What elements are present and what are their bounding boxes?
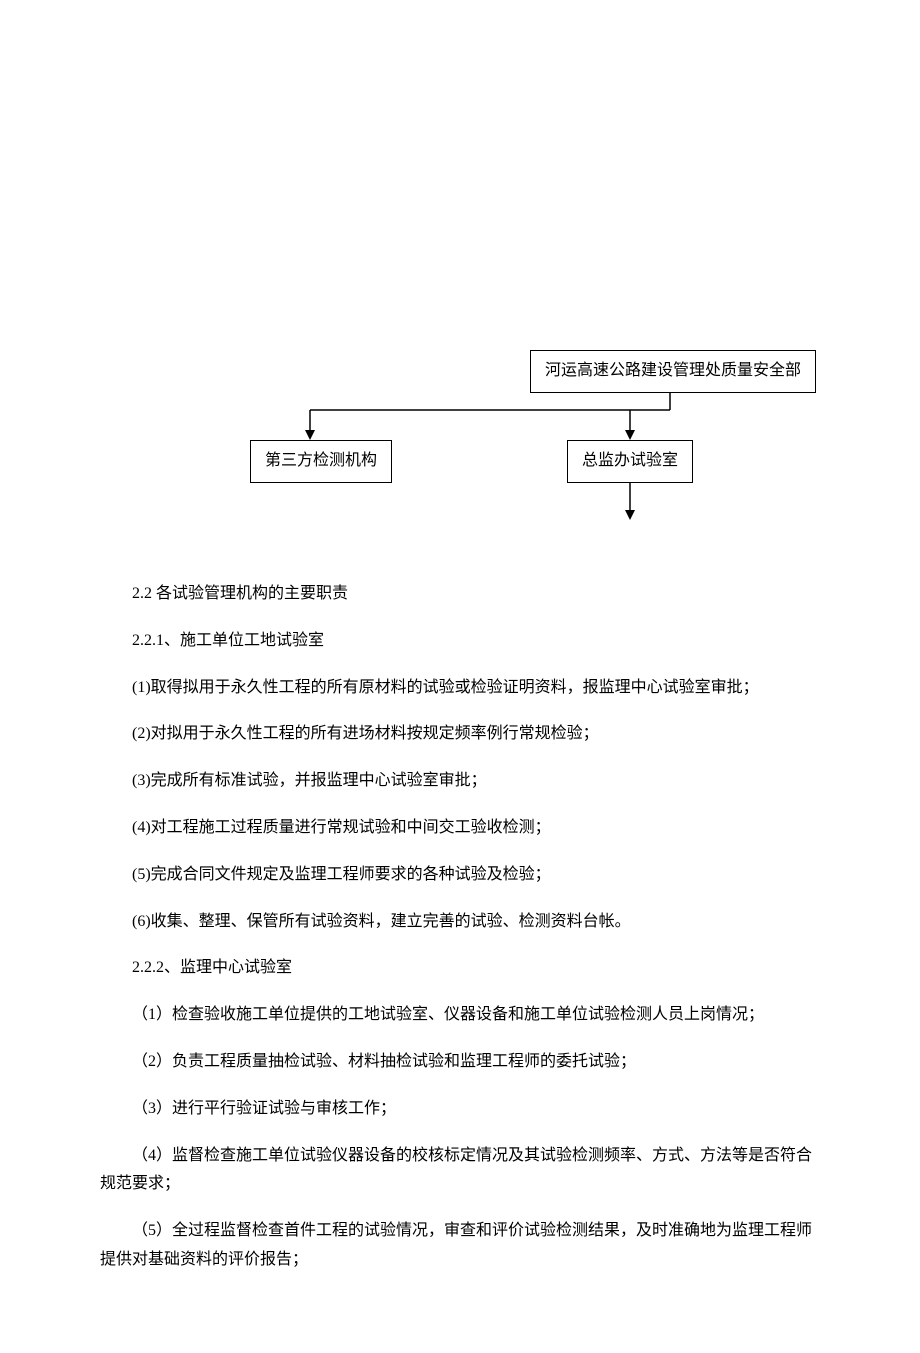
heading-2-2-2: 2.2.2、监理中心试验室 <box>100 954 820 983</box>
item-222-2: （2）负责工程质量抽检试验、材料抽检试验和监理工程师的委托试验； <box>100 1048 820 1077</box>
item-221-3: (3)完成所有标准试验，并报监理中心试验室审批； <box>100 767 820 796</box>
diagram-box-top: 河运高速公路建设管理处质量安全部 <box>530 350 816 393</box>
item-221-6: (6)收集、整理、保管所有试验资料，建立完善的试验、检测资料台帐。 <box>100 908 820 937</box>
diagram-box-right: 总监办试验室 <box>567 440 693 483</box>
item-222-3: （3）进行平行验证试验与审核工作； <box>100 1095 820 1124</box>
document-page: 河运高速公路建设管理处质量安全部 第三方检测机构 总监办试验室 2.2 各试验管… <box>0 0 920 1353</box>
org-diagram: 河运高速公路建设管理处质量安全部 第三方检测机构 总监办试验室 <box>100 350 820 550</box>
diagram-box-left: 第三方检测机构 <box>250 440 392 483</box>
heading-2-2-1: 2.2.1、施工单位工地试验室 <box>100 627 820 656</box>
item-221-5: (5)完成合同文件规定及监理工程师要求的各种试验及检验； <box>100 861 820 890</box>
item-221-2: (2)对拟用于永久性工程的所有进场材料按规定频率例行常规检验； <box>100 720 820 749</box>
item-222-4: （4）监督检查施工单位试验仪器设备的校核标定情况及其试验检测频率、方式、方法等是… <box>100 1142 820 1200</box>
item-222-5: （5）全过程监督检查首件工程的试验情况，审查和评价试验检测结果，及时准确地为监理… <box>100 1217 820 1275</box>
item-222-1: （1）检查验收施工单位提供的工地试验室、仪器设备和施工单位试验检测人员上岗情况； <box>100 1001 820 1030</box>
item-221-1: (1)取得拟用于永久性工程的所有原材料的试验或检验证明资料，报监理中心试验室审批… <box>100 674 820 703</box>
item-221-4: (4)对工程施工过程质量进行常规试验和中间交工验收检测； <box>100 814 820 843</box>
heading-2-2: 2.2 各试验管理机构的主要职责 <box>100 580 820 609</box>
